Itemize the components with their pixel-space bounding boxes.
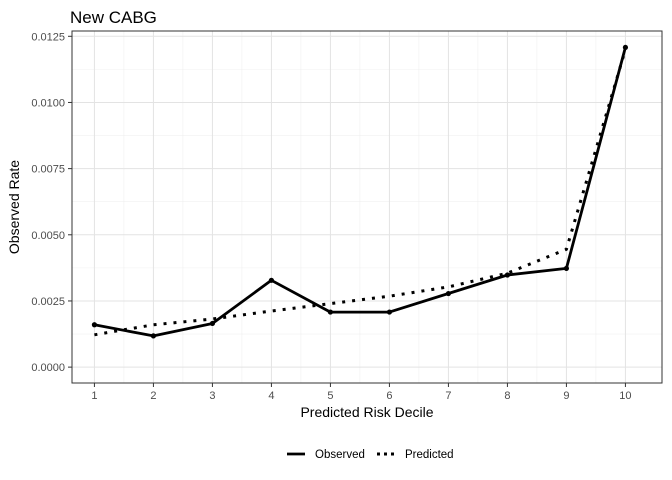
data-point-observed bbox=[504, 272, 511, 278]
data-point-observed bbox=[445, 290, 452, 297]
y-tick-label: 0.0125 bbox=[31, 31, 65, 43]
y-tick-label: 0.0000 bbox=[31, 362, 65, 374]
y-tick-label: 0.0025 bbox=[31, 296, 65, 308]
x-tick-label: 3 bbox=[209, 390, 215, 402]
axes: 0.0000 0.0025 0.0050 0.0075 0.0100 0.0125 1 2 3 4… bbox=[31, 31, 631, 402]
data-point-observed bbox=[563, 265, 570, 272]
x-tick-label: 6 bbox=[386, 390, 392, 402]
x-axis-title: Predicted Risk Decile bbox=[300, 404, 433, 420]
x-tick-label: 5 bbox=[327, 390, 333, 402]
x-tick-label: 9 bbox=[563, 390, 569, 402]
legend-label-predicted: Predicted bbox=[405, 449, 454, 461]
y-tick-label: 0.0075 bbox=[31, 164, 65, 176]
plot-panel-border bbox=[71, 30, 663, 384]
data-point-observed bbox=[386, 309, 393, 315]
series-line-observed bbox=[94, 47, 627, 338]
data-point-observed bbox=[268, 277, 275, 283]
grid-lines bbox=[72, 31, 662, 383]
y-tick-label: 0.0050 bbox=[31, 230, 65, 242]
x-tick-label: 10 bbox=[619, 390, 631, 402]
data-point-observed bbox=[622, 44, 629, 51]
chart-title: New CABG bbox=[70, 8, 157, 27]
legend-label-observed: Observed bbox=[315, 449, 365, 461]
x-tick-label: 8 bbox=[504, 390, 510, 402]
x-tick-label: 7 bbox=[445, 390, 451, 402]
data-point-observed bbox=[150, 333, 157, 339]
data-point-observed bbox=[91, 322, 98, 328]
legend: Observed Predicted bbox=[287, 449, 454, 461]
y-tick-label: 0.0100 bbox=[31, 97, 65, 109]
y-axis-title: Observed Rate bbox=[6, 160, 22, 254]
series-layer bbox=[91, 44, 629, 339]
data-point-observed bbox=[327, 309, 334, 315]
x-tick-label: 2 bbox=[150, 390, 156, 402]
x-tick-label: 1 bbox=[91, 390, 97, 402]
data-point-observed bbox=[209, 320, 216, 327]
x-tick-label: 4 bbox=[268, 390, 274, 402]
